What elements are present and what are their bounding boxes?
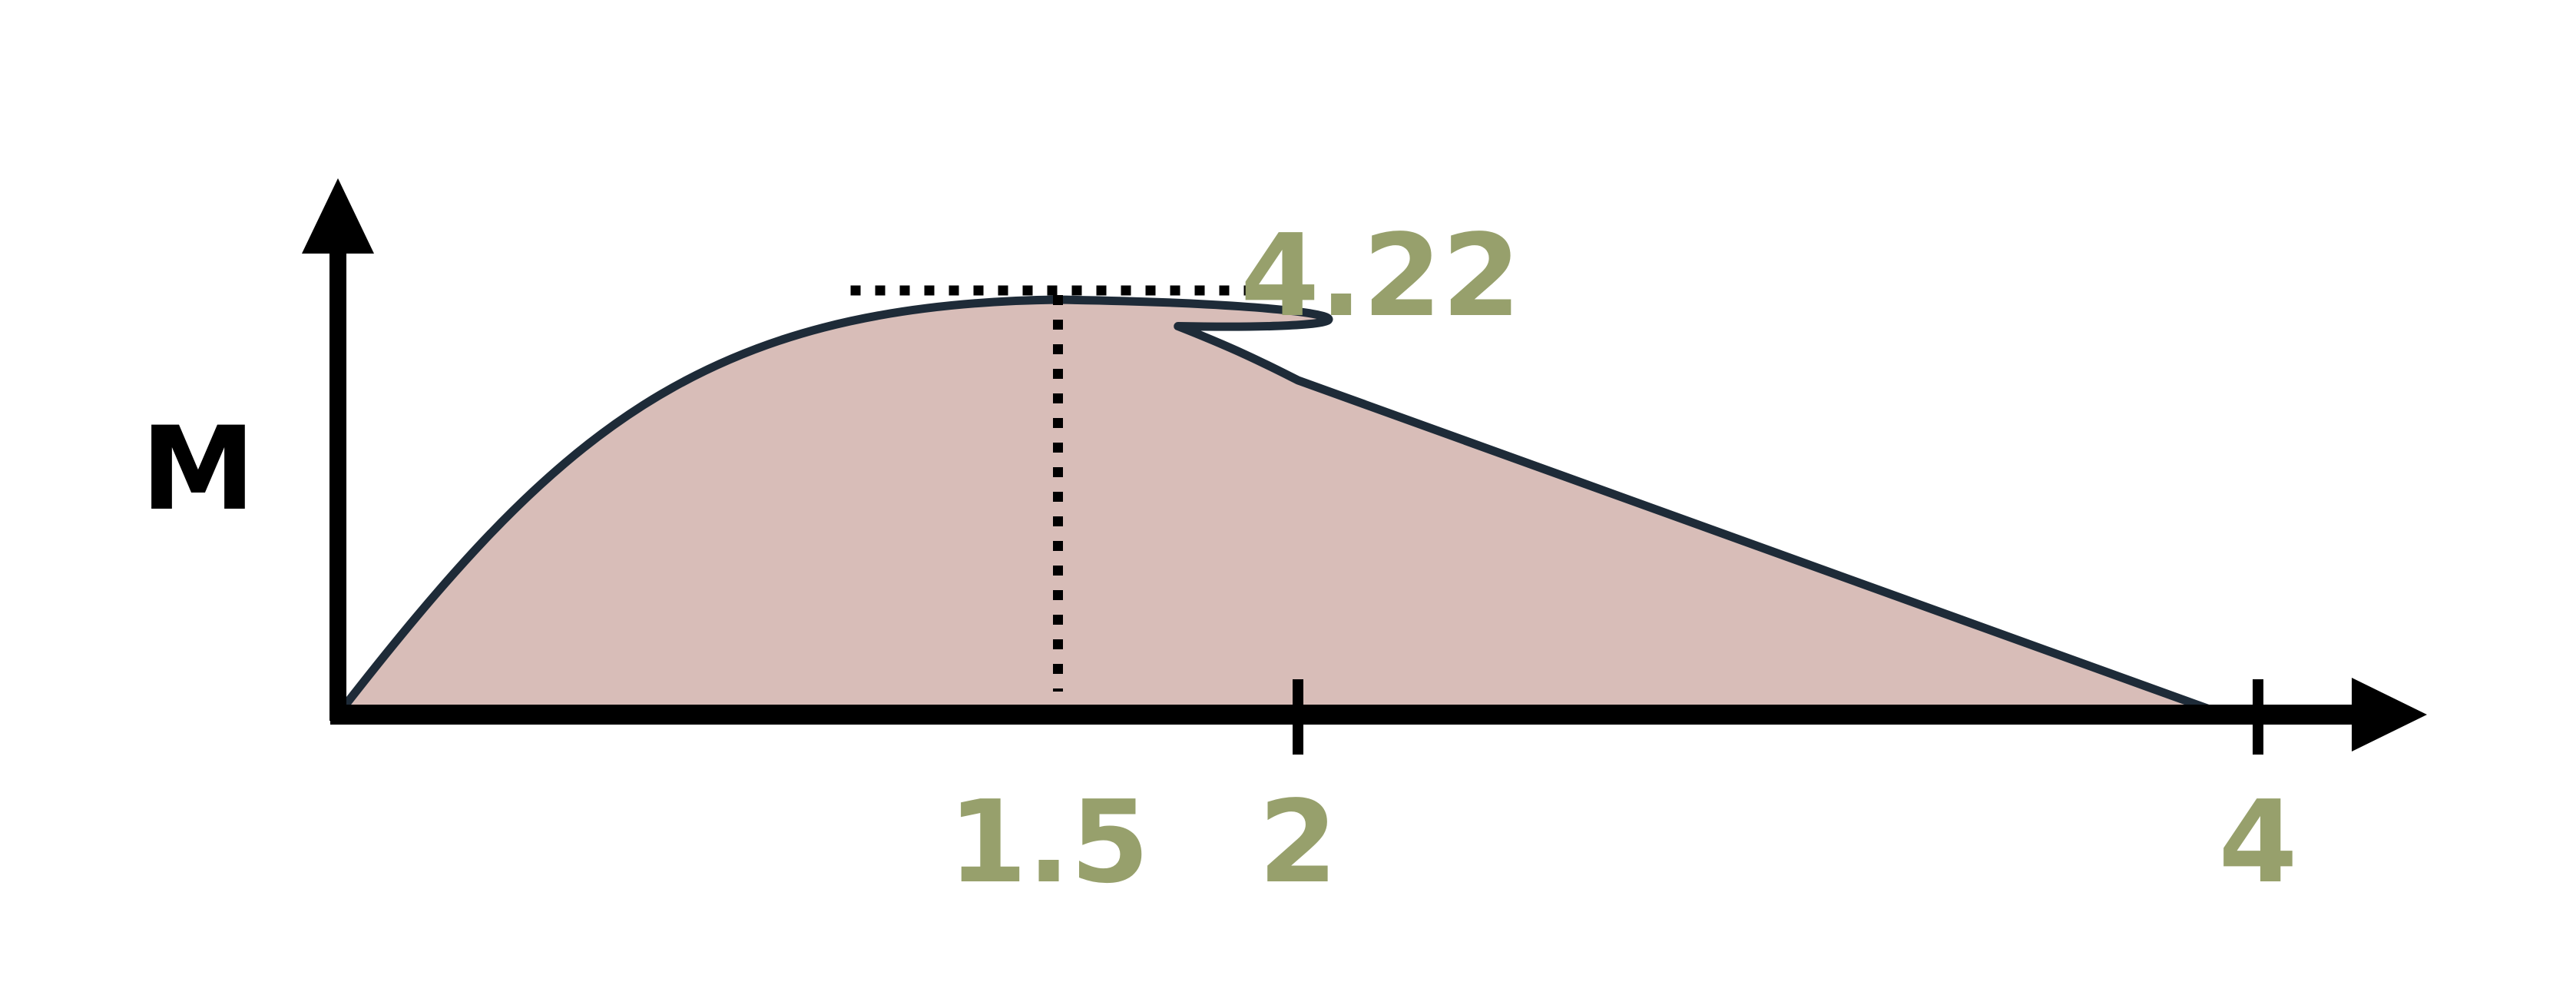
- x-tick-label: 2: [1259, 776, 1338, 908]
- x-tick-label: 4: [2219, 776, 2298, 908]
- peak-value-label: 4.22: [1240, 210, 1521, 342]
- x-axis-arrowhead: [2352, 678, 2427, 751]
- y-axis-arrowhead: [302, 178, 374, 254]
- moment-curve: [334, 295, 2227, 719]
- y-axis-label: M: [141, 403, 255, 536]
- x-axis-ticks: 1.5 2 4: [948, 679, 2297, 908]
- moment-area: [338, 300, 2225, 715]
- x-tick-label: 1.5: [948, 776, 1149, 908]
